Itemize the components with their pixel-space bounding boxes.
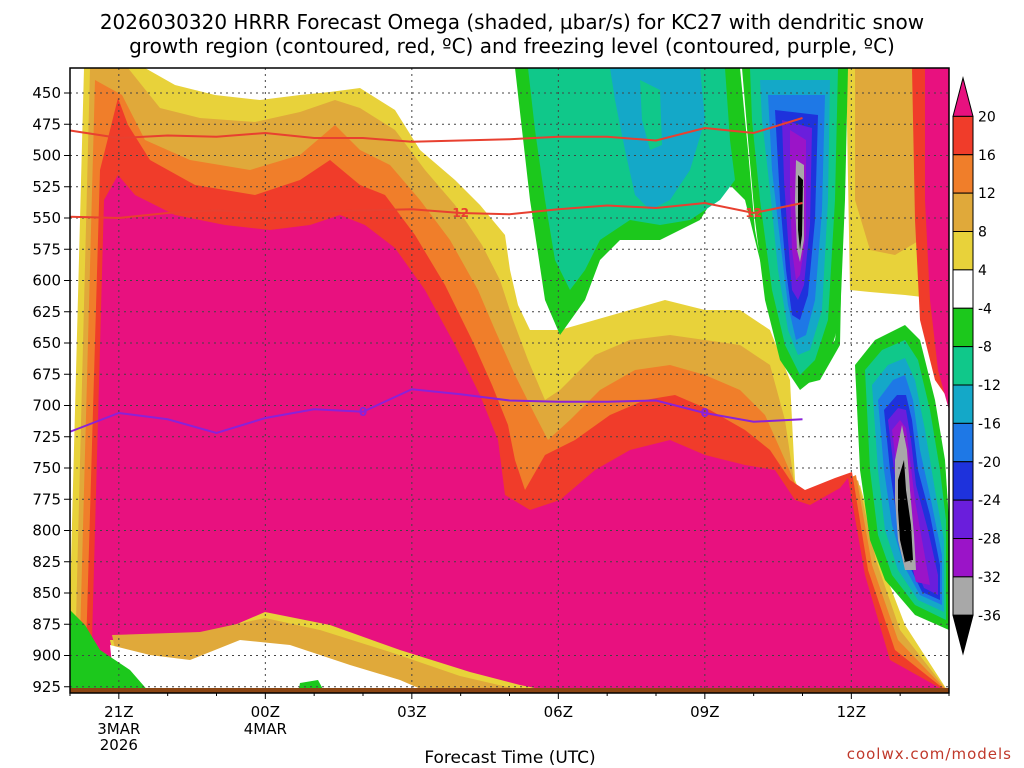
x-tick-label: 06Z: [544, 703, 573, 721]
colorbar-label: -28: [978, 532, 1001, 548]
colorbar-swatch: [952, 461, 974, 501]
colorbar-bottom-arrow: [952, 614, 974, 656]
y-tick-label: 450: [32, 84, 61, 102]
y-tick-label: 725: [32, 428, 61, 446]
colorbar-swatch: [952, 307, 974, 348]
y-tick-label: 875: [32, 615, 61, 633]
omega-core1-minus36: [798, 175, 803, 250]
colorbar-swatch: [952, 154, 974, 194]
colorbar-swatch: [952, 346, 974, 386]
x-date-label: 4MAR: [244, 720, 287, 738]
y-tick-label: 525: [32, 178, 61, 196]
contour-dendritic-lower: [69, 201, 803, 220]
y-tick-label: 800: [32, 522, 61, 540]
y-tick-label: 575: [32, 240, 61, 258]
x-tick-label: 00Z: [251, 703, 280, 721]
x-tick-label: 12Z: [837, 703, 866, 721]
colorbar-top-arrow: [952, 76, 974, 117]
contour-label: 12: [452, 206, 469, 220]
grid: [70, 68, 949, 693]
omega-descent-minus16: [640, 80, 662, 150]
colorbar-label: -8: [978, 340, 992, 356]
colorbar-swatch: [952, 231, 974, 271]
x-tick-label: 21Z: [104, 703, 133, 721]
ground-strip: [70, 688, 949, 693]
y-tick-label: 600: [32, 272, 61, 290]
y-tick-label: 925: [32, 678, 61, 696]
y-tick-label: 775: [32, 490, 61, 508]
colorbar-swatch: [952, 422, 974, 463]
contour-label: 0: [701, 406, 709, 420]
colorbar-swatch: [952, 269, 974, 309]
y-tick-label: 675: [32, 365, 61, 383]
colorbar-label: 20: [978, 109, 996, 125]
contour-dendritic-upper: [69, 117, 803, 143]
omega-band-20: [92, 175, 949, 693]
colorbar-label: -16: [978, 416, 1001, 432]
colorbar-swatch: [952, 576, 974, 616]
contour-freezing-level: [69, 388, 803, 435]
colorbar-swatch: [952, 499, 974, 539]
colorbar-label: 12: [978, 186, 996, 202]
omega-shaded-field: [70, 68, 949, 693]
y-tick-label: 850: [32, 584, 61, 602]
y-tick-label: 475: [32, 115, 61, 133]
x-date-label: 2026: [100, 736, 138, 754]
colorbar-swatch: [952, 384, 974, 424]
x-tick-label: 03Z: [397, 703, 426, 721]
y-tick-label: 700: [32, 397, 61, 415]
colorbar-label: -20: [978, 455, 1001, 471]
y-tick-label: 650: [32, 334, 61, 352]
y-tick-label: 825: [32, 553, 61, 571]
x-tick-label: 09Z: [690, 703, 719, 721]
colorbar-swatch: [952, 115, 974, 156]
y-tick-label: 900: [32, 647, 61, 665]
colorbar-label: -12: [978, 378, 1001, 394]
colorbar-label: 16: [978, 148, 996, 164]
omega-lower-white: [110, 640, 430, 693]
colorbar-label: 4: [978, 263, 987, 279]
contour-label: 0: [359, 405, 367, 419]
colorbar-swatch: [952, 538, 974, 578]
colorbar-label: -32: [978, 570, 1001, 586]
omega-lower-green: [70, 610, 150, 693]
chart-title-line-2: growth region (contoured, red, ºC) and f…: [129, 34, 895, 58]
colorbar-label: 8: [978, 225, 987, 241]
colorbar: 20 16 12 8 4 -4 -8 -12 -16 -20 -24 -28 -32 -36: [952, 76, 1001, 656]
colorbar-swatch: [952, 192, 974, 232]
y-tick-label: 750: [32, 459, 61, 477]
chart-title-line-1: 2026030320 HRRR Forecast Omega (shaded, …: [100, 10, 924, 34]
y-tick-label: 500: [32, 147, 61, 165]
colorbar-label: -4: [978, 301, 992, 317]
colorbar-label: -24: [978, 493, 1001, 509]
contour-label: 12: [745, 206, 762, 220]
y-axis: 450 475 500 525 550 575 600 625 650 675 700 725 750 7…: [32, 84, 70, 696]
credit-link[interactable]: coolwx.com/models: [847, 745, 1012, 763]
y-tick-label: 625: [32, 303, 61, 321]
x-axis-title: Forecast Time (UTC): [424, 748, 595, 768]
colorbar-label: -36: [978, 608, 1001, 624]
omega-upper-right-20: [925, 68, 949, 410]
y-tick-label: 550: [32, 209, 61, 227]
omega-core2-minus36: [898, 460, 913, 562]
x-date-label: 3MAR: [97, 720, 140, 738]
contours: 12 12 0 0: [69, 117, 803, 435]
